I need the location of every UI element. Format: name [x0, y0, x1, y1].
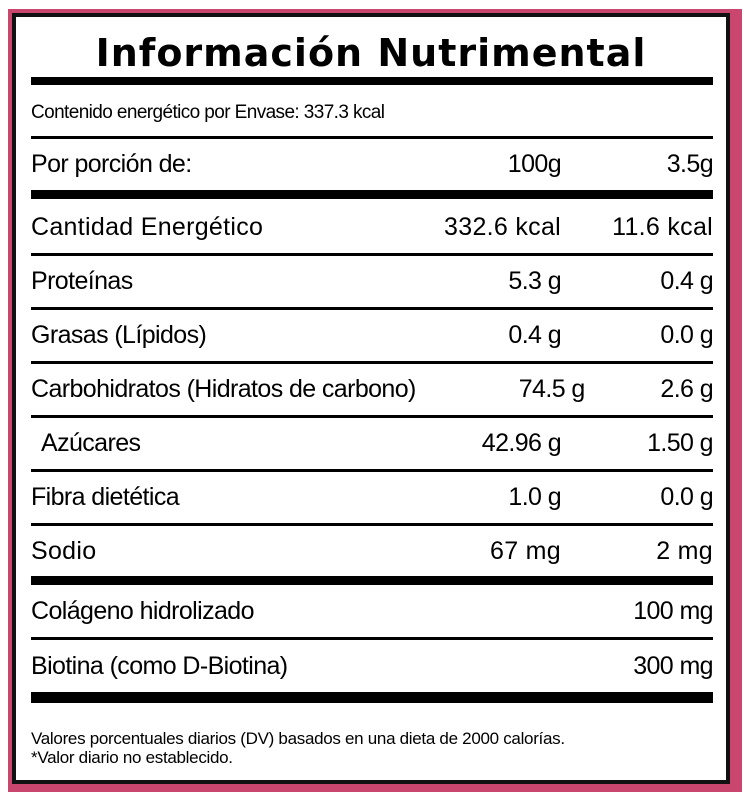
nutrient-row: Proteínas 5.3 g 0.4 g — [31, 256, 714, 307]
divider — [31, 253, 713, 256]
nutrient-label: Carbohidratos (Hidratos de carbono) — [31, 375, 416, 403]
nutrition-label: Información Nutrimental Contenido energé… — [12, 13, 730, 784]
divider — [31, 361, 713, 364]
label-title: Información Nutrimental — [95, 31, 647, 75]
nutrient-col2: 0.0 g — [660, 321, 713, 349]
footnote: *Valor diario no establecido. — [31, 748, 233, 767]
nutrient-col1: 5.3 g — [508, 267, 561, 295]
nutrient-row: Grasas (Lípidos) 0.4 g 0.0 g — [31, 310, 714, 361]
divider — [31, 523, 713, 526]
nutrient-col2: 0.0 g — [660, 483, 713, 511]
thick-divider — [31, 692, 713, 703]
extra-value: 300 mg — [633, 651, 713, 680]
nutrient-col1: 1.0 g — [508, 483, 561, 511]
serving-label: Por porción de: — [31, 149, 192, 178]
nutrient-row: Carbohidratos (Hidratos de carbono) 74.5… — [31, 364, 714, 415]
serving-col2: 3.5g — [666, 149, 714, 178]
nutrient-label: Cantidad Energético — [31, 212, 264, 241]
extra-label: Biotina (como D-Biotina) — [31, 651, 288, 680]
footnote: Valores porcentuales diarios (DV) basado… — [31, 729, 565, 748]
nutrient-col1: 74.5 g — [518, 375, 586, 403]
nutrient-col1: 0.4 g — [508, 321, 561, 349]
extra-label: Colágeno hidrolizado — [31, 596, 254, 625]
extra-row: Colágeno hidrolizado 100 mg — [31, 585, 714, 637]
divider — [31, 469, 713, 472]
nutrient-col2: 2 mg — [656, 536, 713, 565]
divider — [31, 415, 713, 418]
thick-divider — [31, 576, 713, 585]
nutrient-row: Azúcares 42.96 g 1.50 g — [31, 418, 714, 469]
extra-row: Biotina (como D-Biotina) 300 mg — [31, 640, 714, 692]
nutrient-label: Fibra dietética — [31, 483, 180, 511]
serving-header: Por porción de: 100g 3.5g — [31, 141, 714, 187]
nutrient-col2: 2.6 g — [660, 375, 713, 403]
energy-per-container: Contenido energético por Envase: 337.3 k… — [31, 95, 713, 131]
nutrient-col2: 11.6 kcal — [612, 212, 713, 241]
nutrient-col1: 42.96 g — [481, 429, 562, 457]
thick-divider — [31, 190, 713, 199]
divider — [31, 307, 713, 310]
nutrient-label: Proteínas — [31, 267, 133, 295]
nutrient-col2: 0.4 g — [660, 267, 713, 295]
nutrient-label: Azúcares — [41, 429, 141, 457]
divider — [31, 637, 713, 640]
nutrient-label: Grasas (Lípidos) — [31, 321, 207, 349]
extra-value: 100 mg — [633, 596, 713, 625]
nutrient-row: Sodio 67 mg 2 mg — [31, 526, 713, 576]
nutrient-col1: 67 mg — [490, 536, 561, 565]
nutrient-label: Sodio — [31, 536, 97, 565]
nutrient-col1: 332.6 kcal — [444, 212, 561, 241]
nutrient-col2: 1.50 g — [647, 429, 714, 457]
energy-per-container-text: Contenido energético por Envase: 337.3 k… — [31, 102, 385, 123]
serving-col1: 100g — [507, 149, 562, 178]
nutrient-row: Fibra dietética 1.0 g 0.0 g — [31, 472, 714, 523]
nutrient-row: Cantidad Energético 332.6 kcal 11.6 kcal — [31, 201, 713, 253]
thick-divider — [31, 77, 713, 85]
divider — [31, 136, 713, 139]
